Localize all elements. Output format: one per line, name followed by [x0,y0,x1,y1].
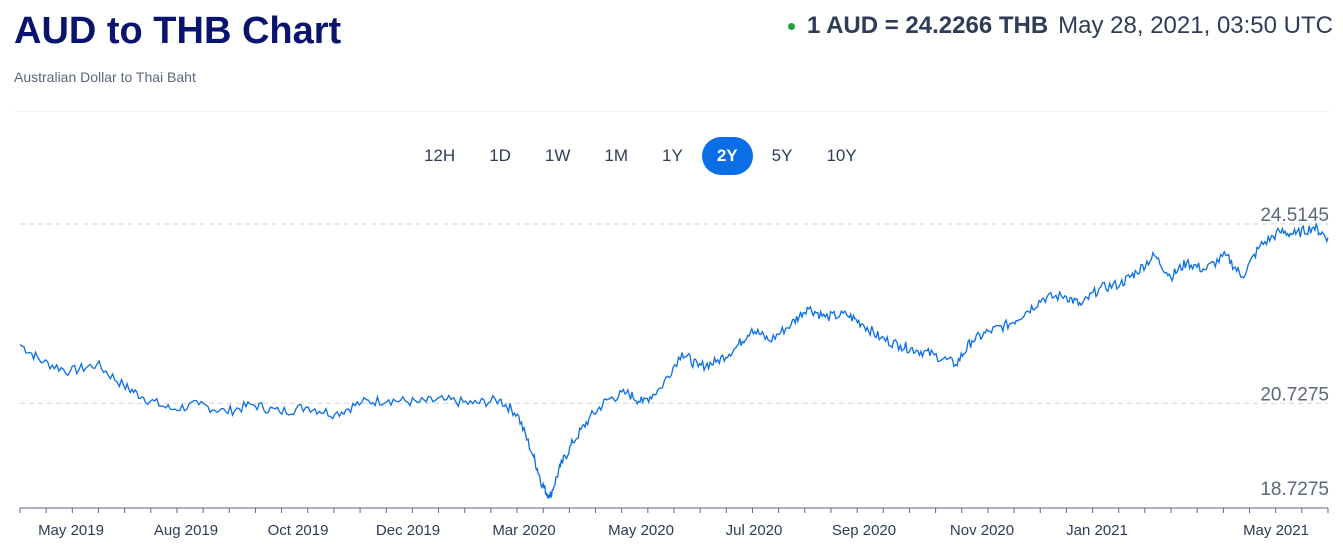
x-tick-label: Jul 2020 [726,522,783,539]
y-tick-label: 18.7275 [1260,479,1329,500]
x-tick-label: Dec 2019 [376,522,440,539]
tab-12h[interactable]: 12H [424,146,456,165]
x-tick-label: Sep 2020 [832,522,896,539]
rate-timestamp: May 28, 2021, 03:50 UTC [1058,12,1333,39]
tab-1d[interactable]: 1D [489,146,511,165]
time-range-tabs: 12H 1D 1W 1M 1Y 2Y 5Y 10Y [409,137,876,175]
header-divider [14,111,1329,112]
page-title: AUD to THB Chart [14,10,342,52]
current-rate: 1 AUD = 24.2266 THB May 28, 2021, 03:50 … [787,12,1333,40]
x-tick-label: Nov 2020 [950,522,1014,539]
tab-10y[interactable]: 10Y [826,146,857,165]
tab-1y[interactable]: 1Y [662,146,683,165]
x-tick-label: Aug 2019 [154,522,218,539]
y-tick-label: 24.5145 [1260,205,1329,226]
tab-5y[interactable]: 5Y [771,146,793,165]
x-tick-label: Oct 2019 [268,522,329,539]
rate-chart[interactable]: 24.5145 20.7275 18.7275 May 2019 Aug 2019 Oct… [0,190,1343,550]
tab-1w[interactable]: 1W [544,146,571,165]
x-tick-label: Mar 2020 [492,522,555,539]
rate-value: 1 AUD = 24.2266 THB [806,12,1049,39]
tab-2y[interactable]: 2Y [701,137,753,175]
page-subtitle: Australian Dollar to Thai Baht [14,69,196,85]
live-status-icon [787,22,795,30]
x-tick-label: May 2021 [1243,522,1309,539]
y-tick-label: 20.7275 [1260,384,1329,405]
series-line [19,221,1329,499]
x-tick-label: May 2019 [38,522,104,539]
x-tick-label: May 2020 [608,522,674,539]
x-tick-label: Jan 2021 [1066,522,1128,539]
tab-1m[interactable]: 1M [604,146,629,165]
